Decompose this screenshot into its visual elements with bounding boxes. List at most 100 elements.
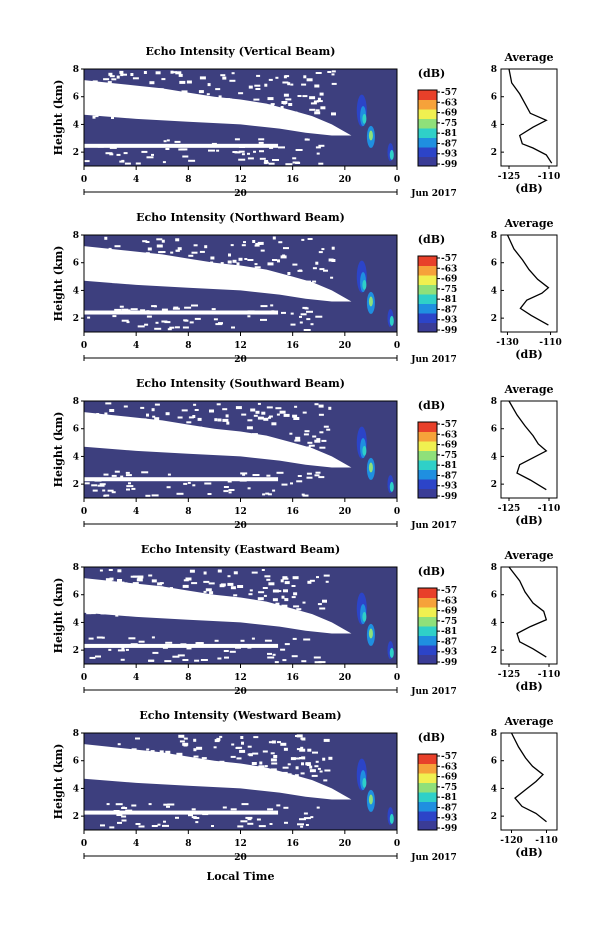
colorbar-swatch — [418, 488, 437, 499]
average-frame — [500, 68, 558, 167]
no-data-speck — [154, 600, 159, 603]
no-data-speck — [154, 417, 160, 421]
no-data-speck — [240, 472, 248, 475]
y-tick-label: 8 — [73, 231, 79, 241]
no-data-speck — [200, 659, 208, 661]
no-data-speck — [166, 113, 173, 117]
no-data-speck — [282, 766, 289, 769]
colorbar-unit: (dB) — [418, 67, 445, 80]
no-data-speck — [291, 596, 296, 599]
no-data-speck — [282, 81, 289, 84]
no-data-speck — [109, 409, 115, 412]
no-data-speck — [319, 431, 324, 434]
no-data-speck — [299, 757, 305, 759]
no-data-speck — [272, 159, 279, 161]
no-data-speck — [114, 416, 119, 420]
no-data-speck — [241, 741, 244, 745]
no-data-speck — [189, 603, 192, 607]
no-data-speck — [205, 439, 211, 442]
no-data-speck — [191, 251, 198, 254]
no-data-speck — [92, 249, 96, 252]
panel-3: Echo Intensity (Eastward Beam) Height (km… — [52, 543, 560, 697]
no-data-speck — [157, 586, 164, 590]
no-data-speck — [230, 311, 236, 314]
panel-1: Echo Intensity (Northward Beam) Height (k… — [52, 211, 562, 365]
x-tick-label: 16 — [286, 507, 299, 517]
no-data-speck — [159, 255, 166, 258]
no-data-speck — [204, 482, 212, 485]
no-data-speck — [125, 594, 130, 596]
no-data-speck — [155, 429, 160, 432]
no-data-speck — [90, 611, 96, 615]
no-data-speck — [184, 611, 190, 615]
colorbar-unit: (dB) — [418, 233, 445, 246]
no-data-speck — [287, 272, 291, 275]
no-data-speck — [189, 569, 195, 573]
no-data-speck — [249, 812, 254, 814]
no-data-speck — [275, 407, 282, 410]
no-data-speck — [238, 437, 244, 440]
no-data-speck — [132, 766, 138, 769]
no-data-speck — [121, 308, 129, 311]
no-data-speck — [161, 308, 168, 311]
colorbar-label: -75 — [441, 285, 457, 295]
colorbar-swatch — [418, 322, 437, 333]
no-data-speck — [295, 766, 299, 770]
no-data-speck — [243, 779, 249, 783]
no-data-speck — [264, 765, 268, 768]
x-tick-label: 4 — [133, 507, 139, 517]
panel-title: Echo Intensity (Southward Beam) — [136, 377, 345, 390]
no-data-speck — [239, 607, 243, 611]
no-data-speck — [233, 763, 240, 766]
x-tick-label: 4 — [133, 839, 139, 849]
no-data-speck — [316, 806, 320, 809]
no-data-speck — [177, 247, 182, 251]
no-data-speck — [324, 769, 331, 772]
no-data-speck — [208, 277, 212, 281]
date-tick-label: 20 — [234, 687, 247, 697]
no-data-speck — [218, 608, 222, 612]
x-tick-label: 12 — [234, 175, 247, 185]
no-data-speck — [123, 73, 127, 76]
no-data-speck — [302, 494, 309, 497]
no-data-speck — [142, 240, 148, 243]
colorbar-swatch — [418, 118, 437, 129]
no-data-speck — [234, 151, 241, 154]
no-data-speck — [177, 263, 181, 265]
no-data-speck — [177, 416, 183, 419]
no-data-speck — [100, 262, 107, 266]
no-data-speck — [112, 315, 117, 318]
no-data-speck — [291, 778, 297, 782]
no-data-speck — [108, 247, 112, 250]
x-tick-label: 16 — [286, 175, 299, 185]
no-data-speck — [294, 405, 298, 408]
panel-4: Echo Intensity (Westward Beam) Height (km… — [52, 709, 558, 863]
no-data-speck — [151, 305, 157, 308]
no-data-region — [84, 80, 352, 136]
colorbar-label: -63 — [441, 430, 457, 440]
no-data-speck — [125, 474, 132, 477]
no-data-speck — [268, 78, 273, 81]
no-data-speck — [315, 471, 321, 474]
no-data-speck — [130, 643, 138, 646]
no-data-speck — [126, 321, 130, 324]
no-data-speck — [301, 83, 307, 86]
no-data-speck — [267, 262, 274, 266]
no-data-speck — [111, 101, 118, 105]
average-y-tick-label: 2 — [491, 480, 497, 490]
colorbar-swatch — [418, 450, 437, 461]
y-axis-label: Height (km) — [52, 412, 65, 488]
no-data-speck — [84, 482, 90, 485]
no-data-speck — [293, 592, 298, 596]
no-data-speck — [225, 414, 229, 418]
no-data-speck — [97, 145, 104, 148]
no-data-speck — [92, 489, 98, 492]
no-data-speck — [302, 601, 306, 604]
no-data-speck — [268, 415, 273, 418]
no-data-speck — [138, 640, 145, 643]
no-data-speck — [151, 408, 155, 412]
no-data-speck — [95, 254, 98, 258]
no-data-band — [84, 310, 279, 315]
no-data-speck — [90, 437, 97, 441]
